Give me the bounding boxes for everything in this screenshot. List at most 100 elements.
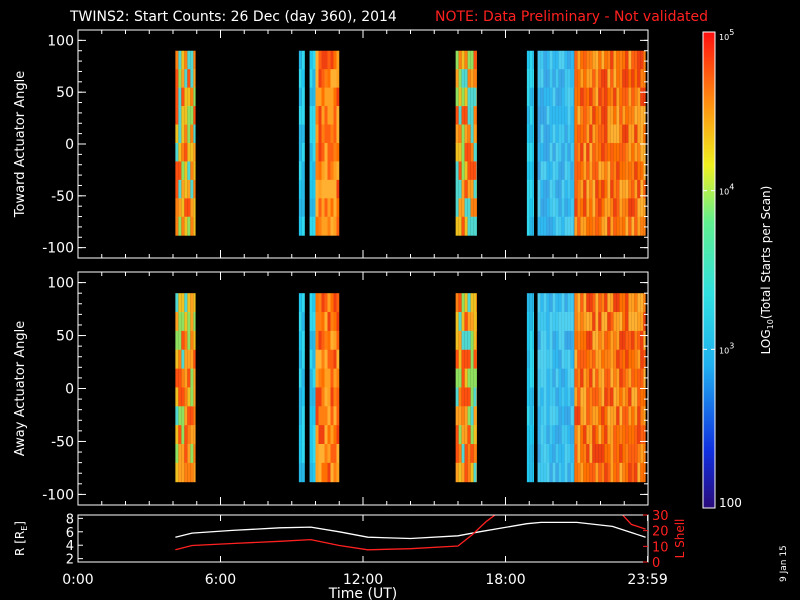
- heatmap-cell: [187, 161, 191, 181]
- heatmap-cell: [561, 349, 565, 370]
- heatmap-cell: [537, 444, 541, 464]
- heatmap-cell: [580, 387, 584, 407]
- heatmap-cell: [187, 124, 191, 144]
- heatmap-cell: [619, 312, 623, 332]
- heatmap-cell: [634, 69, 638, 89]
- heatmap-cell: [580, 69, 584, 89]
- heatmap-cell: [567, 462, 571, 483]
- heatmap-cell: [330, 124, 334, 144]
- heatmap-cell: [193, 87, 196, 107]
- heatmap-cell: [324, 462, 328, 483]
- heatmap-cell: [327, 87, 331, 107]
- heatmap-cell: [175, 198, 179, 218]
- heatmap-cell: [613, 462, 617, 483]
- heatmap-cell: [592, 444, 596, 464]
- heatmap-cell: [567, 330, 571, 351]
- heatmap-cell: [306, 293, 309, 313]
- heatmap-cell: [534, 142, 537, 162]
- y-tick-label: -100: [42, 487, 74, 503]
- heatmap-cell: [640, 368, 644, 388]
- heatmap-cell: [631, 462, 635, 483]
- heatmap-cell: [640, 312, 644, 332]
- heatmap-cell: [583, 124, 587, 144]
- heatmap-cell: [324, 198, 328, 218]
- heatmap-cell: [586, 406, 590, 426]
- heatmap-cell: [315, 87, 319, 107]
- heatmap-cell: [467, 462, 471, 483]
- heatmap-cell: [184, 330, 188, 351]
- heatmap-cell: [570, 349, 574, 370]
- heatmap-cell: [529, 425, 533, 445]
- heatmap-cell: [312, 216, 316, 236]
- heatmap-cell: [534, 349, 537, 370]
- heatmap-cell: [564, 124, 568, 144]
- heatmap-cell: [616, 444, 620, 464]
- heatmap-cell: [324, 349, 328, 370]
- heatmap-cell: [540, 198, 544, 218]
- heatmap-segment: [534, 293, 538, 483]
- heatmap-cell: [549, 349, 553, 370]
- heatmap-cell: [458, 368, 462, 388]
- heatmap-segment: [574, 293, 646, 483]
- heatmap-cell: [543, 87, 547, 107]
- heatmap-cell: [298, 198, 302, 218]
- heatmap-cell: [324, 69, 328, 89]
- heatmap-cell: [583, 444, 587, 464]
- heatmap-cell: [577, 216, 581, 236]
- heatmap-cell: [309, 444, 313, 464]
- heatmap-cell: [540, 312, 544, 332]
- heatmap-cell: [461, 69, 465, 89]
- heatmap-cell: [601, 406, 605, 426]
- heatmap-cell: [455, 312, 459, 332]
- heatmap-cell: [306, 406, 309, 426]
- heatmap-cell: [643, 69, 646, 89]
- heatmap-cell: [555, 406, 559, 426]
- heatmap-cell: [604, 106, 608, 126]
- heatmap-cell: [567, 161, 571, 181]
- heatmap-cell: [561, 462, 565, 483]
- heatmap-cell: [570, 462, 574, 483]
- heatmap-cell: [622, 425, 626, 445]
- heatmap-cell: [324, 161, 328, 181]
- heatmap-cell: [574, 124, 578, 144]
- heatmap-cell: [640, 87, 644, 107]
- heatmap-cell: [610, 124, 614, 144]
- heatmap-cell: [583, 69, 587, 89]
- heatmap-cell: [589, 198, 593, 218]
- heatmap-cell: [187, 312, 191, 332]
- heatmap-cell: [455, 293, 459, 313]
- heatmap-cell: [558, 312, 562, 332]
- heatmap-cell: [467, 387, 471, 407]
- heatmap-cell: [616, 330, 620, 351]
- heatmap-cell: [336, 349, 340, 370]
- heatmap-cell: [184, 368, 188, 388]
- heatmap-cell: [573, 106, 575, 126]
- heatmap-cell: [312, 368, 316, 388]
- heatmap-cell: [601, 444, 605, 464]
- heatmap-cell: [324, 368, 328, 388]
- heatmap-cell: [577, 293, 581, 313]
- heatmap-cell: [543, 406, 547, 426]
- heatmap-cell: [318, 406, 322, 426]
- heatmap-cell: [546, 106, 550, 126]
- heatmap-cell: [321, 425, 325, 445]
- heatmap-cell: [529, 387, 533, 407]
- heatmap-cell: [333, 179, 337, 199]
- heatmap-cell: [333, 69, 337, 89]
- heatmap-cell: [607, 161, 611, 181]
- heatmap-cell: [577, 69, 581, 89]
- heatmap-cell: [184, 198, 188, 218]
- heatmap-cell: [301, 387, 305, 407]
- heatmap-cell: [467, 330, 471, 351]
- heatmap-cell: [537, 69, 538, 89]
- heatmap-cell: [567, 179, 571, 199]
- heatmap-cell: [537, 293, 538, 313]
- heatmap-cell: [580, 142, 584, 162]
- heatmap-cell: [543, 161, 547, 181]
- heatmap-cell: [625, 349, 629, 370]
- heatmap-cell: [455, 330, 459, 351]
- heatmap-cell: [570, 312, 574, 332]
- heatmap-cell: [327, 444, 331, 464]
- heatmap-cell: [580, 161, 584, 181]
- heatmap-cell: [458, 425, 462, 445]
